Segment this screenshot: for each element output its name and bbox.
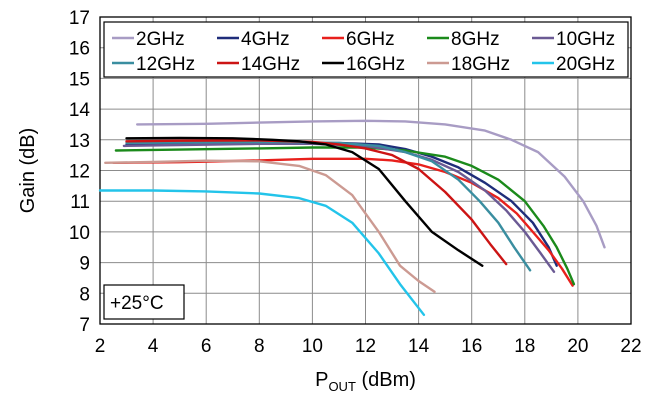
- x-tick-label: 14: [408, 336, 430, 357]
- legend-label: 16GHz: [346, 54, 405, 75]
- y-tick-label: 12: [69, 162, 90, 183]
- series-line-14ghz: [125, 139, 508, 266]
- y-tick-label: 15: [69, 69, 90, 90]
- legend-label: 18GHz: [451, 54, 510, 75]
- x-tick-label: 18: [514, 336, 535, 357]
- x-tick-label: 6: [201, 336, 212, 357]
- x-tick-label: 2: [95, 336, 106, 357]
- y-tick-label: 16: [69, 39, 90, 60]
- legend-label: 6GHz: [346, 29, 395, 50]
- x-tick-label: 8: [254, 336, 265, 357]
- y-tick-label: 8: [79, 284, 90, 305]
- y-tick-label: 13: [69, 131, 90, 152]
- y-axis-title: Gain (dB): [17, 128, 39, 214]
- series-line-6ghz: [112, 157, 574, 287]
- temperature-note-box: [103, 284, 185, 320]
- temperature-note-label: +25°C: [110, 293, 164, 314]
- series-line-20ghz: [98, 189, 426, 316]
- x-axis-title-subscript: OUT: [328, 379, 356, 394]
- axis-tick-labels: 2 4 6 8 10 12 14 16 18 20 22 7 8 9 10 11 12 13 14 15 16 17: [69, 8, 642, 357]
- x-tick-label: 20: [567, 336, 588, 357]
- x-tick-label: 22: [620, 336, 641, 357]
- y-tick-label: 14: [69, 100, 91, 121]
- legend-box: [103, 21, 629, 78]
- legend-label: 4GHz: [241, 29, 290, 50]
- x-tick-label: 10: [302, 336, 323, 357]
- legend: 2GHz 4GHz 6GHz 8GHz 10GHz 12GHz 14GHz 16GHz 18GH…: [103, 21, 629, 78]
- x-tick-label: 16: [461, 336, 482, 357]
- y-tick-label: 7: [79, 315, 90, 336]
- x-axis-title: POUT (dBm): [315, 369, 416, 394]
- y-tick-label: 11: [70, 192, 90, 213]
- legend-label: 14GHz: [241, 54, 300, 75]
- y-tick-label: 17: [69, 8, 90, 29]
- temperature-note: +25°C: [103, 284, 185, 320]
- y-tick-label: 9: [79, 254, 90, 275]
- x-tick-label: 12: [355, 336, 376, 357]
- series-line-10ghz: [122, 142, 556, 273]
- series-line-8ghz: [114, 146, 576, 286]
- legend-label: 20GHz: [556, 54, 615, 75]
- legend-label: 10GHz: [556, 29, 615, 50]
- legend-label: 12GHz: [136, 54, 195, 75]
- legend-label: 2GHz: [136, 29, 185, 50]
- x-tick-label: 4: [148, 336, 159, 357]
- y-tick-label: 10: [69, 223, 90, 244]
- x-axis-title-main: P: [315, 369, 328, 391]
- legend-label: 8GHz: [451, 29, 500, 50]
- series-line-16ghz: [125, 136, 484, 267]
- series-line-18ghz: [104, 159, 436, 293]
- series-lines: [98, 119, 606, 316]
- series-line-2ghz: [135, 119, 606, 249]
- plot-area-frame: [99, 16, 632, 325]
- x-axis-title-unit: (dBm): [356, 369, 416, 391]
